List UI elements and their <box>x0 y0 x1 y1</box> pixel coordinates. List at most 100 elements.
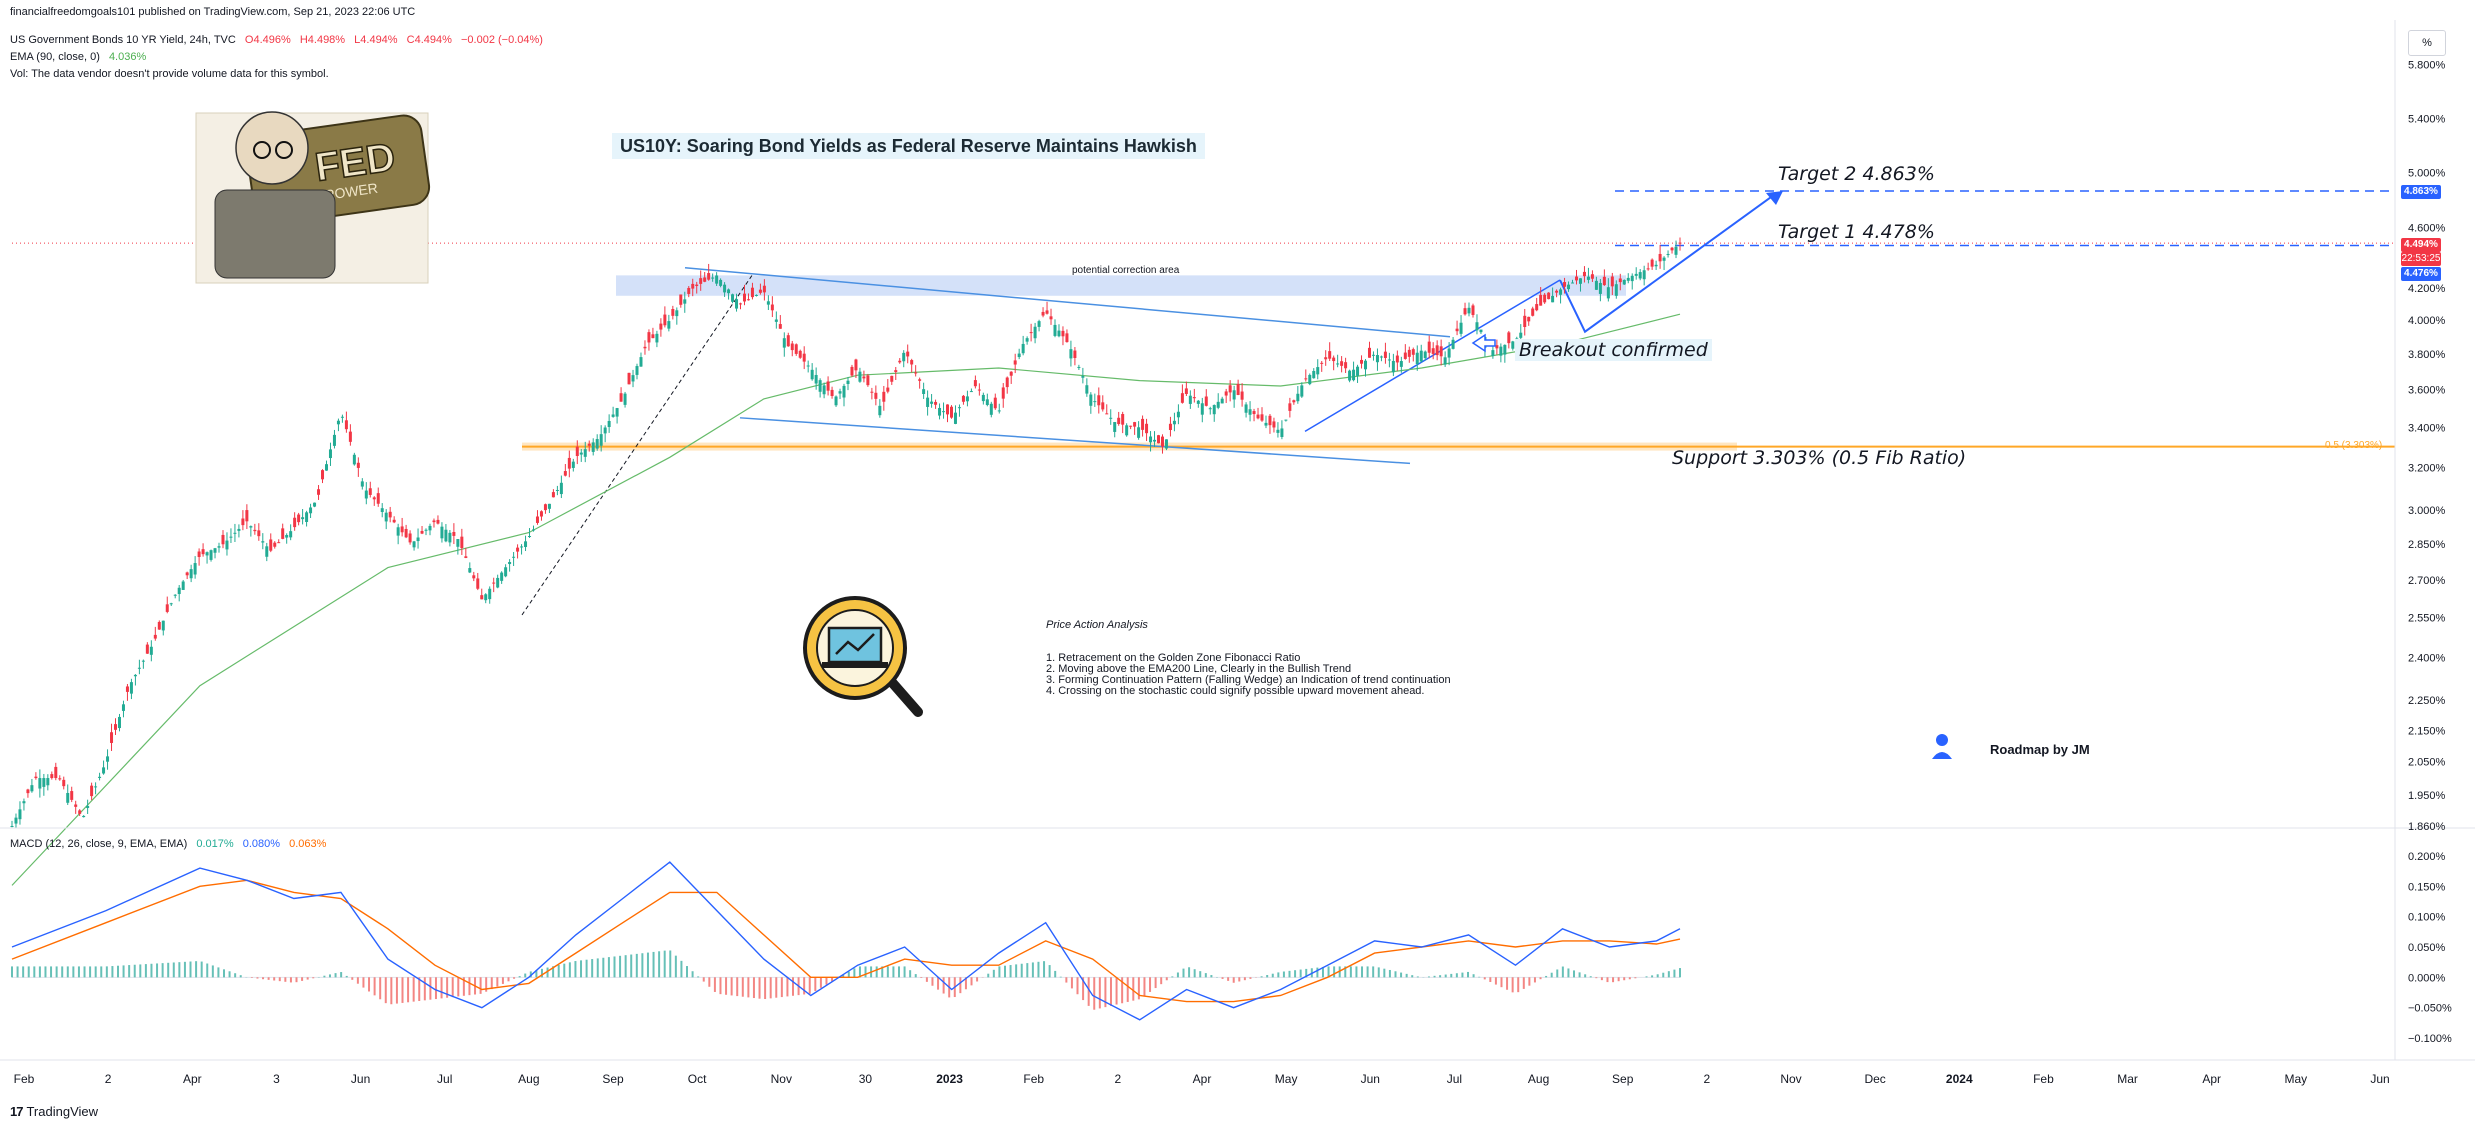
candle-body <box>301 517 305 520</box>
ohlc-change: −0.002 (−0.04%) <box>460 34 543 46</box>
candle-body <box>169 603 173 605</box>
candle-body <box>1391 360 1395 373</box>
candle-body <box>157 621 161 630</box>
target1-label: Target 1 4.478% <box>1778 221 1935 243</box>
candle-body <box>1324 357 1328 360</box>
candle-body <box>691 283 695 289</box>
candle-body <box>539 511 543 517</box>
analysis-item: 4. Crossing on the stochastic could sign… <box>1046 685 1425 697</box>
tradingview-logo[interactable]: 17 TradingView <box>10 1104 99 1119</box>
time-tick-label: Aug <box>518 1072 539 1086</box>
candle-body <box>356 462 360 468</box>
candle-body <box>225 540 229 550</box>
price-tick-label: 1.860% <box>2408 821 2446 833</box>
candle-body <box>1614 284 1618 296</box>
candle-body <box>1610 276 1614 287</box>
candle-body <box>1157 435 1161 444</box>
time-tick-label: 30 <box>859 1072 873 1086</box>
candle-body <box>1523 315 1527 328</box>
candle-body <box>460 536 464 548</box>
candle-body <box>754 294 758 296</box>
candle-body <box>1001 387 1005 399</box>
candle-body <box>671 309 675 316</box>
candle-body <box>862 376 866 379</box>
time-tick-label: 2023 <box>936 1072 963 1086</box>
macd-legend[interactable]: MACD (12, 26, close, 9, EMA, EMA) 0.017%… <box>10 838 332 850</box>
macd-signal-line <box>11 879 1681 1003</box>
candle-body <box>866 375 870 386</box>
candle-body <box>1383 351 1387 358</box>
candle-body <box>735 299 739 309</box>
candle-body <box>922 389 926 394</box>
candle-body <box>1646 268 1650 270</box>
candle-body <box>1348 370 1352 381</box>
candle-body <box>993 397 997 409</box>
candle-body <box>1069 349 1073 359</box>
candle-body <box>1304 378 1308 380</box>
percent-scale-button[interactable]: % <box>2408 30 2446 56</box>
candle-body <box>723 284 727 293</box>
candle-body <box>1618 278 1622 283</box>
candle-body <box>1025 338 1029 342</box>
candle-body <box>110 732 114 743</box>
candle-body <box>233 532 237 534</box>
time-tick-label: Sep <box>1612 1072 1634 1086</box>
candle-body <box>78 810 82 814</box>
candle-body <box>778 324 782 329</box>
candle-body <box>1630 275 1634 282</box>
candle-body <box>1356 366 1360 376</box>
time-tick-label: Jun <box>351 1072 370 1086</box>
candle-body <box>1153 439 1157 442</box>
candle-body <box>488 588 492 600</box>
candle-body <box>858 371 862 382</box>
candle-body <box>129 682 133 694</box>
candle-body <box>965 396 969 402</box>
candle-body <box>1499 346 1503 356</box>
target1-price-tag: 4.476% <box>2401 267 2441 281</box>
candle-body <box>830 389 834 396</box>
candle-body <box>269 539 273 551</box>
price-tick-label: 3.800% <box>2408 349 2446 361</box>
candle-body <box>205 552 209 556</box>
candle-body <box>1535 304 1539 311</box>
ema-legend[interactable]: EMA (90, close, 0) 4.036% <box>10 51 152 63</box>
candle-body <box>1236 383 1240 395</box>
price-tick-label: 2.550% <box>2408 613 2446 625</box>
candle-body <box>1021 343 1025 354</box>
candle-body <box>1503 344 1507 355</box>
candle-body <box>253 529 257 532</box>
analysis-item: 3. Forming Continuation Pattern (Falling… <box>1046 674 1451 686</box>
candle-body <box>1439 346 1443 357</box>
candle-body <box>1312 370 1316 379</box>
candle-body <box>388 511 392 518</box>
candle-body <box>1598 282 1602 294</box>
candle-body <box>1467 307 1471 314</box>
candle-body <box>1272 421 1276 428</box>
candle-body <box>615 408 619 417</box>
price-tick-label: 3.400% <box>2408 422 2446 434</box>
candle-body <box>719 279 723 286</box>
candle-body <box>173 594 177 596</box>
target2-price-tag: 4.863% <box>2401 185 2441 199</box>
candle-body <box>30 785 34 792</box>
price-tick-label: 3.200% <box>2408 463 2446 475</box>
time-tick-label: Aug <box>1528 1072 1549 1086</box>
candle-body <box>257 530 261 537</box>
candle-body <box>14 817 18 824</box>
candle-body <box>985 399 989 405</box>
candle-body <box>1559 289 1563 295</box>
correction-area-label: potential correction area <box>1072 265 1180 276</box>
candle-body <box>1574 276 1578 281</box>
candle-body <box>221 534 225 545</box>
candle-body <box>376 493 380 504</box>
price-tick-label: 5.800% <box>2408 60 2446 72</box>
candle-body <box>484 594 488 601</box>
candle-body <box>1264 422 1268 426</box>
candle-body <box>794 344 798 354</box>
candle-body <box>500 572 504 581</box>
symbol-name[interactable]: US Government Bonds 10 YR Yield, 24h, TV… <box>10 34 236 46</box>
candle-body <box>368 488 372 495</box>
symbol-legend: US Government Bonds 10 YR Yield, 24h, TV… <box>10 34 549 46</box>
candle-body <box>1395 355 1399 363</box>
